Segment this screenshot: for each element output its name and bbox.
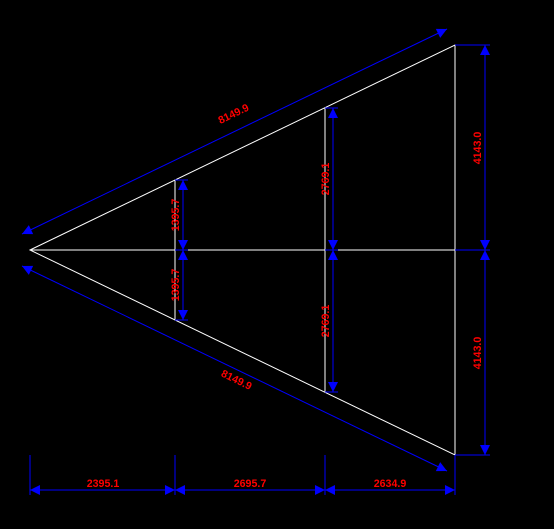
- v2_top_seg: 2769.1: [320, 108, 333, 250]
- hypotenuse_top: 8149.9: [22, 29, 447, 234]
- bottom_seg3-label: 2634.9: [374, 478, 407, 490]
- hypotenuse_bot: 8149.9: [22, 266, 447, 471]
- drawing-canvas: 8149.9 8149.9 4143.0 4143.0 1395.7 1395.7 2769…: [0, 0, 554, 529]
- v2_bot_seg: 2769.1: [320, 250, 333, 392]
- bottom_seg1-label: 2395.1: [87, 478, 120, 490]
- hypotenuse_bot-label: 8149.9: [219, 368, 254, 393]
- dim-arrow-icon: [480, 250, 490, 260]
- dim-arrow-icon: [175, 485, 185, 495]
- dim-arrow-icon: [178, 250, 188, 260]
- bottom_seg3: 2634.9: [325, 478, 455, 490]
- right_bot_half: 4143.0: [472, 250, 485, 455]
- bottom_seg2-label: 2695.7: [234, 478, 267, 490]
- dim-arrow-icon: [480, 445, 490, 455]
- right_top_half-label: 4143.0: [472, 132, 484, 165]
- dim-arrow-icon: [178, 240, 188, 250]
- v2_top_seg-label: 2769.1: [320, 163, 332, 196]
- bottom_seg1: 2395.1: [30, 478, 175, 490]
- dim-arrow-icon: [178, 180, 188, 190]
- dim-arrow-icon: [30, 485, 40, 495]
- v1_bot_seg-label: 1395.7: [170, 269, 182, 302]
- v1_bot_seg: 1395.7: [170, 250, 183, 320]
- dim-arrow-icon: [328, 108, 338, 118]
- dim-arrow-icon: [315, 485, 325, 495]
- dim-arrow-icon: [325, 485, 335, 495]
- v2_bot_seg-label: 2769.1: [320, 305, 332, 338]
- dim-arrow-icon: [328, 250, 338, 260]
- dim-arrow-icon: [480, 240, 490, 250]
- dim-arrow-icon: [445, 485, 455, 495]
- v1_top_seg: 1395.7: [170, 180, 183, 250]
- hypotenuse_top-label: 8149.9: [216, 102, 251, 127]
- dim-arrow-icon: [328, 240, 338, 250]
- dim-arrow-icon: [178, 310, 188, 320]
- bottom_seg2: 2695.7: [175, 478, 325, 490]
- right_bot_half-label: 4143.0: [472, 337, 484, 370]
- dim-arrow-icon: [480, 45, 490, 55]
- dim-arrow-icon: [165, 485, 175, 495]
- v1_top_seg-label: 1395.7: [170, 199, 182, 232]
- dim-arrow-icon: [328, 382, 338, 392]
- right_top_half: 4143.0: [472, 45, 485, 250]
